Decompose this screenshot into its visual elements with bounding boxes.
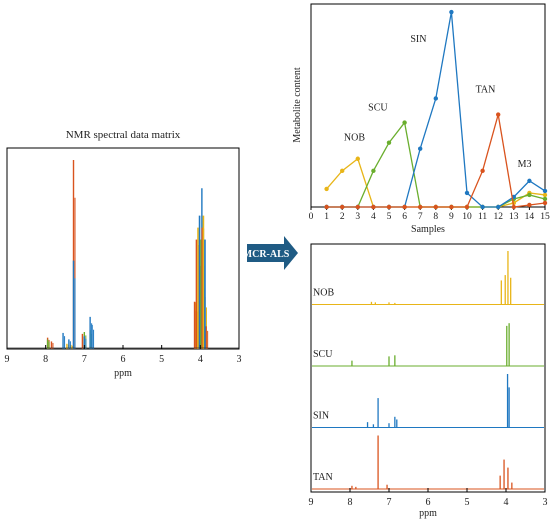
profile-point-scu bbox=[371, 168, 376, 174]
resolved-x-tick-label: 6 bbox=[426, 497, 431, 508]
profile-label-sin: SIN bbox=[410, 34, 426, 45]
resolved-x-tick-label: 3 bbox=[543, 497, 548, 508]
profile-point-tan bbox=[324, 204, 329, 210]
resolved-spectra-rows: NOB SCU SIN TAN bbox=[312, 251, 544, 490]
profile-point-sin bbox=[464, 190, 470, 196]
profile-point-sin bbox=[542, 188, 548, 194]
resolved-row-label: NOB bbox=[313, 288, 334, 299]
profile-point-tan bbox=[433, 204, 438, 210]
left-x-tick-label: 8 bbox=[43, 354, 48, 365]
profile-point-tan bbox=[402, 204, 407, 210]
profile-point-tan bbox=[340, 204, 345, 210]
profile-point-sin bbox=[496, 204, 501, 210]
profile-point-sin bbox=[418, 146, 423, 151]
profile-x-tick-label: 12 bbox=[493, 212, 503, 222]
profile-point-tan bbox=[480, 168, 485, 174]
profile-x-tick-label: 3 bbox=[355, 212, 360, 222]
profile-point-nob bbox=[340, 168, 345, 174]
profile-chart-ylabel: Metabolite content bbox=[292, 67, 303, 142]
profile-x-tick-label: 5 bbox=[387, 212, 392, 222]
profile-label-nob: NOB bbox=[344, 133, 365, 144]
left-panel-xlabel: ppm bbox=[114, 368, 132, 379]
profile-x-tick-label: 6 bbox=[402, 212, 407, 222]
profile-x-tick-label: 7 bbox=[418, 212, 423, 222]
left-x-tick-label: 4 bbox=[198, 354, 203, 365]
profile-x-tick-label: 4 bbox=[371, 212, 376, 222]
profile-point-scu bbox=[402, 120, 407, 125]
resolved-x-tick-label: 5 bbox=[465, 497, 470, 508]
profile-point-tan bbox=[355, 204, 360, 210]
left-panel-x-axis: 9 8 7 6 5 4 3 bbox=[5, 345, 242, 365]
profile-x-tick-label: 13 bbox=[509, 212, 519, 222]
profile-chart-x-axis: 0 1 2 3 4 5 6 7 8 9 10 11 12 13 14 15 bbox=[309, 207, 550, 222]
left-x-tick-label: 5 bbox=[159, 354, 164, 365]
profile-x-tick-label: 9 bbox=[449, 212, 454, 222]
resolved-x-tick-label: 7 bbox=[387, 497, 392, 508]
profile-line-sin bbox=[326, 11, 546, 208]
profile-label-tan: TAN bbox=[476, 84, 496, 95]
mcr-als-arrow: MCR-ALS bbox=[243, 236, 298, 270]
profile-chart-frame bbox=[310, 3, 546, 208]
profile-point-sin bbox=[480, 204, 485, 210]
left-x-tick-label: 9 bbox=[5, 354, 10, 365]
profile-point-tan bbox=[511, 204, 516, 210]
nmr-data-matrix-panel: NMR spectral data matrix 9 8 7 6 5 4 3 ppm bbox=[5, 129, 242, 379]
left-x-tick-label: 6 bbox=[121, 354, 126, 365]
resolved-spectra-chart: NOB SCU SIN TAN 9 8 7 6 5 4 3 ppm bbox=[309, 243, 548, 519]
profile-point-nob bbox=[542, 192, 548, 198]
profile-point-tan bbox=[527, 202, 532, 208]
arrow-label: MCR-ALS bbox=[243, 249, 290, 260]
profile-point-sin bbox=[527, 178, 532, 184]
profile-point-scu bbox=[542, 196, 548, 202]
profile-x-tick-label: 2 bbox=[340, 212, 345, 222]
profile-x-tick-label: 14 bbox=[525, 212, 535, 222]
profile-x-tick-label: 0 bbox=[309, 212, 314, 222]
resolved-row-label: SIN bbox=[313, 411, 329, 422]
resolved-row-label: TAN bbox=[313, 472, 333, 483]
profile-series-labels: NOB SCU SIN TAN M3 bbox=[344, 34, 532, 170]
left-x-tick-label: 3 bbox=[237, 354, 242, 365]
profile-point-tan bbox=[418, 204, 423, 210]
resolved-row-tan: TAN bbox=[312, 435, 544, 490]
profile-point-sin bbox=[449, 9, 454, 15]
arrow-shape bbox=[247, 236, 298, 270]
profile-x-tick-label: 8 bbox=[433, 212, 438, 222]
profile-series-group bbox=[324, 9, 548, 210]
resolved-row-sin: SIN bbox=[312, 374, 544, 428]
resolved-spectra-xlabel: ppm bbox=[419, 508, 437, 519]
resolved-x-tick-label: 9 bbox=[309, 497, 314, 508]
profile-point-tan bbox=[371, 204, 376, 210]
profile-point-sin bbox=[433, 96, 438, 101]
resolved-x-tick-label: 8 bbox=[348, 497, 353, 508]
resolved-row-label: SCU bbox=[313, 349, 333, 360]
profile-point-tan bbox=[464, 204, 470, 210]
concentration-profile-chart: Metabolite content 0 1 2 3 4 5 6 7 8 9 10 11 12 13 14 1… bbox=[292, 3, 550, 235]
resolved-row-scu: SCU bbox=[312, 323, 544, 367]
resolved-spectra-x-axis: 9 8 7 6 5 4 3 bbox=[309, 488, 548, 508]
profile-point-tan bbox=[386, 204, 392, 210]
profile-label-scu: SCU bbox=[368, 103, 388, 114]
profile-x-tick-label: 11 bbox=[478, 212, 487, 222]
profile-point-tan bbox=[542, 200, 548, 206]
profile-label-m3: M3 bbox=[518, 159, 532, 170]
profile-x-tick-label: 15 bbox=[540, 212, 550, 222]
profile-x-tick-label: 10 bbox=[462, 212, 472, 222]
profile-point-scu bbox=[386, 140, 392, 145]
resolved-spectra-frame bbox=[310, 243, 546, 493]
profile-x-tick-label: 1 bbox=[324, 212, 329, 222]
left-spectra-overlay bbox=[7, 159, 239, 349]
profile-point-tan bbox=[496, 112, 501, 117]
profile-point-tan bbox=[449, 204, 454, 210]
left-panel-title: NMR spectral data matrix bbox=[66, 129, 181, 141]
profile-chart-xlabel: Samples bbox=[411, 224, 445, 235]
resolved-row-nob: NOB bbox=[312, 251, 544, 305]
left-x-tick-label: 7 bbox=[82, 354, 87, 365]
profile-line-tan bbox=[326, 114, 546, 208]
profile-point-nob bbox=[324, 186, 329, 192]
profile-point-scu bbox=[527, 192, 532, 198]
resolved-x-tick-label: 4 bbox=[504, 497, 509, 508]
profile-point-nob bbox=[355, 156, 360, 161]
